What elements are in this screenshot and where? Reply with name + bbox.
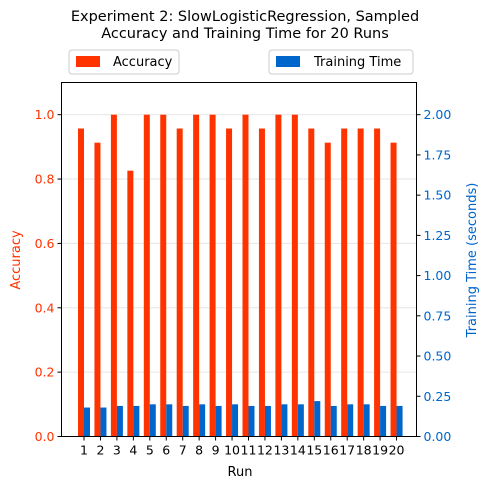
bar-accuracy-run-17 xyxy=(341,128,348,437)
bar-training-time-run-15 xyxy=(314,401,321,437)
tick-label-x: 1 xyxy=(80,443,88,458)
tick-label-right: 0.75 xyxy=(424,308,452,323)
bar-training-time-run-14 xyxy=(297,404,304,437)
bar-accuracy-run-10 xyxy=(226,128,233,437)
legend-training-time-swatch xyxy=(276,56,300,67)
bar-training-time-run-16 xyxy=(330,405,337,437)
tick-label-x: 18 xyxy=(356,443,372,458)
bar-accuracy-run-3 xyxy=(110,114,117,437)
tick-label-x: 10 xyxy=(224,443,240,458)
bar-training-time-run-12 xyxy=(264,405,271,437)
bar-training-time-run-20 xyxy=(396,405,403,437)
tick-label-left: 1.0 xyxy=(35,107,55,122)
tick-label-x: 9 xyxy=(212,443,220,458)
tick-label-x: 17 xyxy=(339,443,355,458)
tick-label-x: 2 xyxy=(96,443,104,458)
legend-training-time: Training Time xyxy=(268,49,414,75)
bar-accuracy-run-7 xyxy=(176,128,183,437)
bar-training-time-run-7 xyxy=(182,405,189,437)
tick-label-left: 0.2 xyxy=(35,365,55,380)
y-axis-label-left: Accuracy xyxy=(9,230,24,290)
bar-training-time-run-18 xyxy=(363,404,370,437)
tick-label-right: 1.00 xyxy=(424,268,452,283)
bar-accuracy-run-5 xyxy=(143,114,150,437)
legend-accuracy: Accuracy xyxy=(68,49,180,75)
legend-training-time-label: Training Time xyxy=(313,55,401,70)
bar-accuracy-run-4 xyxy=(127,170,134,437)
y-axis-label-right: Training Time (seconds) xyxy=(465,183,480,339)
bar-accuracy-run-1 xyxy=(78,128,84,437)
bar-training-time-run-8 xyxy=(199,404,206,437)
legend-training-time-box xyxy=(268,49,414,75)
bar-training-time-run-10 xyxy=(232,404,239,437)
x-axis-label: Run xyxy=(228,465,253,480)
bar-training-time-run-1 xyxy=(84,407,90,437)
bar-training-time-run-9 xyxy=(215,405,222,437)
chart-title-line1: Experiment 2: SlowLogisticRegression, Sa… xyxy=(71,9,419,25)
legend-accuracy-swatch xyxy=(76,56,100,67)
bar-accuracy-run-2 xyxy=(94,142,101,437)
tick-label-x: 12 xyxy=(257,443,273,458)
tick-label-left: 0.8 xyxy=(35,172,55,187)
bar-accuracy-run-8 xyxy=(193,114,200,437)
bar-training-time-run-19 xyxy=(380,405,387,437)
tick-label-right: 1.75 xyxy=(424,147,452,162)
tick-label-right: 0.00 xyxy=(424,429,452,444)
tick-label-x: 20 xyxy=(389,443,405,458)
tick-label-x: 19 xyxy=(372,443,388,458)
bar-training-time-run-2 xyxy=(100,407,107,437)
tick-label-right: 2.00 xyxy=(424,107,452,122)
bar-accuracy-run-19 xyxy=(374,128,381,437)
bars xyxy=(78,114,403,437)
tick-label-x: 6 xyxy=(162,443,170,458)
tick-label-x: 16 xyxy=(323,443,339,458)
bar-accuracy-run-9 xyxy=(209,114,216,437)
bar-training-time-run-3 xyxy=(116,405,123,437)
bar-accuracy-run-6 xyxy=(160,114,167,437)
bar-accuracy-run-16 xyxy=(324,142,331,437)
bar-training-time-run-13 xyxy=(281,404,288,437)
bar-training-time-run-6 xyxy=(166,404,173,437)
tick-label-x: 14 xyxy=(290,443,306,458)
legend-accuracy-label: Accuracy xyxy=(113,55,173,70)
tick-label-x: 13 xyxy=(273,443,289,458)
tick-label-x: 5 xyxy=(146,443,154,458)
plot-frame xyxy=(61,82,417,437)
bar-accuracy-run-13 xyxy=(275,114,282,437)
bar-training-time-run-4 xyxy=(133,405,140,437)
tick-label-right: 0.50 xyxy=(424,349,452,364)
tick-label-x: 4 xyxy=(129,443,137,458)
bar-accuracy-run-15 xyxy=(308,128,315,437)
bar-accuracy-run-20 xyxy=(390,142,397,437)
bar-training-time-run-17 xyxy=(347,404,354,437)
tick-label-left: 0.0 xyxy=(35,429,55,444)
tick-label-x: 11 xyxy=(241,443,257,458)
bar-accuracy-run-12 xyxy=(258,128,265,437)
bar-accuracy-run-14 xyxy=(291,114,298,437)
tick-label-x: 8 xyxy=(195,443,203,458)
bar-training-time-run-11 xyxy=(248,405,255,437)
tick-label-left: 0.6 xyxy=(35,236,55,251)
chart-title-line2: Accuracy and Training Time for 20 Runs xyxy=(101,26,389,42)
tick-label-right: 0.25 xyxy=(424,389,452,404)
tick-label-x: 7 xyxy=(179,443,187,458)
tick-label-right: 1.50 xyxy=(424,188,452,203)
tick-label-left: 0.4 xyxy=(35,300,55,315)
tick-label-x: 3 xyxy=(113,443,121,458)
tick-label-right: 1.25 xyxy=(424,228,452,243)
bar-accuracy-run-11 xyxy=(242,114,249,437)
bar-accuracy-run-18 xyxy=(357,128,364,437)
ticks: 0.0 0.2 0.4 0.6 0.8 1.0 0.00 0.25 0.50 0.75 1.00 1.… xyxy=(35,107,452,457)
bar-training-time-run-5 xyxy=(149,404,156,437)
tick-label-x: 15 xyxy=(306,443,322,458)
